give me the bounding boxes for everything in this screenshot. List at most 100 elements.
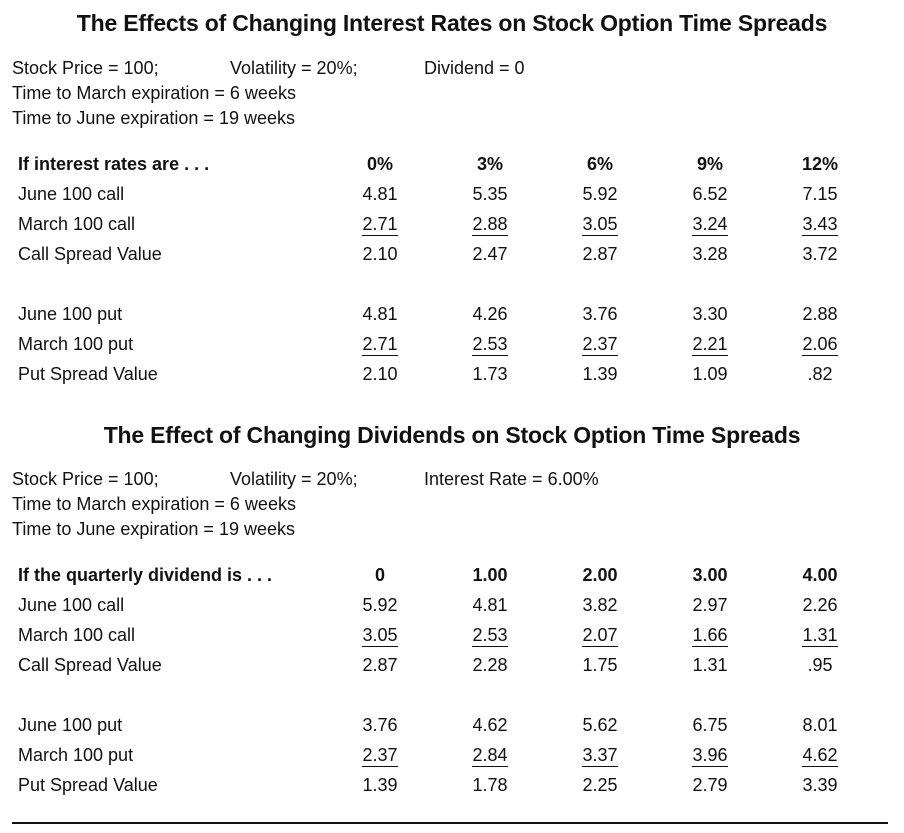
- table-cell: 3.37: [582, 745, 618, 767]
- march-expiration-param: Time to March expiration = 6 weeks: [12, 494, 296, 514]
- row-label: June 100 put: [18, 715, 123, 735]
- table-cell: 2.37: [582, 334, 618, 356]
- table-cell: .95: [807, 655, 833, 675]
- table-cell: 3.76: [582, 304, 618, 324]
- dividend-param: Dividend = 0: [424, 58, 525, 78]
- table-cell: 2.07: [582, 625, 618, 647]
- table-cell: 1.39: [582, 364, 618, 384]
- march-expiration-param: Time to March expiration = 6 weeks: [12, 83, 296, 103]
- table-cell: 5.35: [472, 184, 508, 204]
- table-cell: 4.81: [362, 304, 398, 324]
- column-header: 6%: [586, 154, 613, 174]
- table-cell: 1.39: [362, 775, 398, 795]
- table-row: June 100 call 5.92 4.81 3.82 2.97 2.26: [0, 595, 904, 623]
- column-header: 3%: [476, 154, 503, 174]
- table-cell: 2.53: [472, 625, 508, 647]
- stock-price-param: Stock Price = 100;: [12, 469, 159, 489]
- column-header: 2.00: [582, 565, 618, 585]
- table-cell: 2.71: [362, 334, 398, 356]
- table-cell: 2.88: [472, 214, 508, 236]
- table-cell: 2.53: [472, 334, 508, 356]
- table-cell: 2.88: [802, 304, 838, 324]
- table-cell: 2.87: [582, 244, 618, 264]
- row-label: June 100 call: [18, 184, 125, 204]
- interest-rate-param: Interest Rate = 6.00%: [424, 469, 599, 489]
- table-cell: 3.43: [802, 214, 838, 236]
- table-cell: 3.05: [582, 214, 618, 236]
- table-row: Put Spread Value 1.39 1.78 2.25 2.79 3.3…: [0, 775, 904, 803]
- table-row: March 100 call 3.05 2.53 2.07 1.66 1.31: [0, 625, 904, 653]
- volatility-param: Volatility = 20%;: [230, 58, 358, 78]
- column-header: 1.00: [472, 565, 508, 585]
- section2-title: The Effect of Changing Dividends on Stoc…: [103, 422, 801, 448]
- table-cell: 3.76: [362, 715, 398, 735]
- table-cell: 3.39: [802, 775, 838, 795]
- table-row: June 100 put 3.76 4.62 5.62 6.75 8.01: [0, 715, 904, 743]
- row-label: Call Spread Value: [18, 244, 162, 264]
- table-row: June 100 put 4.81 4.26 3.76 3.30 2.88: [0, 304, 904, 332]
- column-header: 9%: [696, 154, 723, 174]
- table-cell: 4.62: [472, 715, 508, 735]
- table-cell: 1.66: [692, 625, 728, 647]
- bottom-divider: [12, 822, 888, 824]
- table-cell: 2.10: [362, 244, 398, 264]
- table-cell: 5.92: [582, 184, 618, 204]
- row-label: June 100 put: [18, 304, 123, 324]
- table-cell: 7.15: [802, 184, 838, 204]
- table-cell: 6.52: [692, 184, 728, 204]
- table-cell: .82: [807, 364, 833, 384]
- section1-header-row: If interest rates are . . . 0% 3% 6% 9% …: [0, 154, 904, 182]
- table-cell: 2.10: [362, 364, 398, 384]
- june-expiration-param: Time to June expiration = 19 weeks: [12, 108, 295, 128]
- table-cell: 4.26: [472, 304, 508, 324]
- table-cell: 1.73: [472, 364, 508, 384]
- table-row: March 100 put 2.71 2.53 2.37 2.21 2.06: [0, 334, 904, 362]
- table-cell: 3.24: [692, 214, 728, 236]
- table-row: Put Spread Value 2.10 1.73 1.39 1.09 .82: [0, 364, 904, 392]
- table-cell: 2.87: [362, 655, 398, 675]
- stock-price-param: Stock Price = 100;: [12, 58, 159, 78]
- row-label: If interest rates are . . .: [18, 154, 210, 174]
- table-cell: 5.92: [362, 595, 398, 615]
- column-header: 4.00: [802, 565, 838, 585]
- table-cell: 2.21: [692, 334, 728, 356]
- june-expiration-param: Time to June expiration = 19 weeks: [12, 519, 295, 539]
- table-cell: 3.72: [802, 244, 838, 264]
- table-cell: 1.31: [692, 655, 728, 675]
- table-cell: 1.78: [472, 775, 508, 795]
- table-cell: 3.96: [692, 745, 728, 767]
- table-cell: 8.01: [802, 715, 838, 735]
- section1-title: The Effects of Changing Interest Rates o…: [76, 10, 828, 36]
- row-label: Put Spread Value: [18, 364, 158, 384]
- table-cell: 5.62: [582, 715, 618, 735]
- table-row: March 100 call 2.71 2.88 3.05 3.24 3.43: [0, 214, 904, 242]
- volatility-param: Volatility = 20%;: [230, 469, 358, 489]
- table-cell: 2.47: [472, 244, 508, 264]
- table-cell: 4.62: [802, 745, 838, 767]
- table-cell: 2.37: [362, 745, 398, 767]
- column-header: 0: [374, 565, 385, 585]
- table-cell: 1.75: [582, 655, 618, 675]
- table-cell: 4.81: [472, 595, 508, 615]
- column-header: 3.00: [692, 565, 728, 585]
- table-cell: 2.84: [472, 745, 508, 767]
- row-label: If the quarterly dividend is . . .: [18, 565, 273, 585]
- table-cell: 3.05: [362, 625, 398, 647]
- table-cell: 1.09: [692, 364, 728, 384]
- table-cell: 2.71: [362, 214, 398, 236]
- row-label: March 100 put: [18, 745, 134, 765]
- table-cell: 3.28: [692, 244, 728, 264]
- table-cell: 3.30: [692, 304, 728, 324]
- table-cell: 6.75: [692, 715, 728, 735]
- row-label: Call Spread Value: [18, 655, 162, 675]
- table-cell: 4.81: [362, 184, 398, 204]
- table-cell: 3.82: [582, 595, 618, 615]
- table-row: June 100 call 4.81 5.35 5.92 6.52 7.15: [0, 184, 904, 212]
- row-label: June 100 call: [18, 595, 125, 615]
- column-header: 12%: [801, 154, 839, 174]
- table-row: March 100 put 2.37 2.84 3.37 3.96 4.62: [0, 745, 904, 773]
- table-cell: 2.28: [472, 655, 508, 675]
- section2-header-row: If the quarterly dividend is . . . 0 1.0…: [0, 565, 904, 593]
- row-label: March 100 call: [18, 625, 136, 645]
- row-label: Put Spread Value: [18, 775, 158, 795]
